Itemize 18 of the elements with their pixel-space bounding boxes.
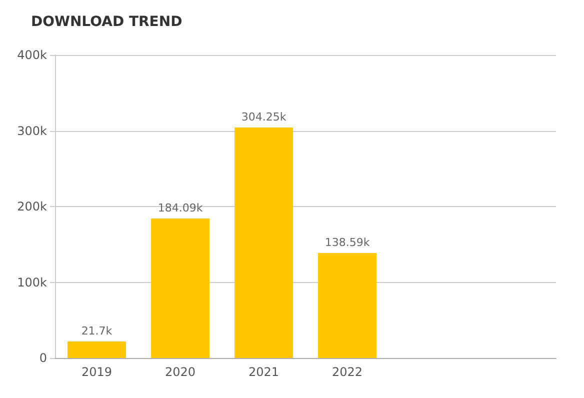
y-tick-label: 400k xyxy=(17,48,48,62)
y-tick-label: 100k xyxy=(17,275,48,290)
data-label: 184.09k xyxy=(158,202,204,215)
bar xyxy=(234,128,293,358)
x-tick-label: 2020 xyxy=(164,365,196,379)
y-tick-label: 300k xyxy=(17,124,48,138)
x-tick-label: 2022 xyxy=(332,365,363,379)
bar xyxy=(318,253,376,358)
y-tick-label: 200k xyxy=(17,200,48,214)
data-label: 138.59k xyxy=(324,236,370,250)
x-tick-label: 2019 xyxy=(81,365,112,379)
bar xyxy=(151,218,210,358)
bar xyxy=(68,342,126,358)
chart-title: DOWNLOAD TREND xyxy=(31,14,182,30)
data-label: 304.25k xyxy=(241,110,287,124)
x-tick-label: 2021 xyxy=(248,365,280,379)
y-tick-label: 0 xyxy=(39,351,47,365)
data-label: 21.7k xyxy=(81,324,113,338)
